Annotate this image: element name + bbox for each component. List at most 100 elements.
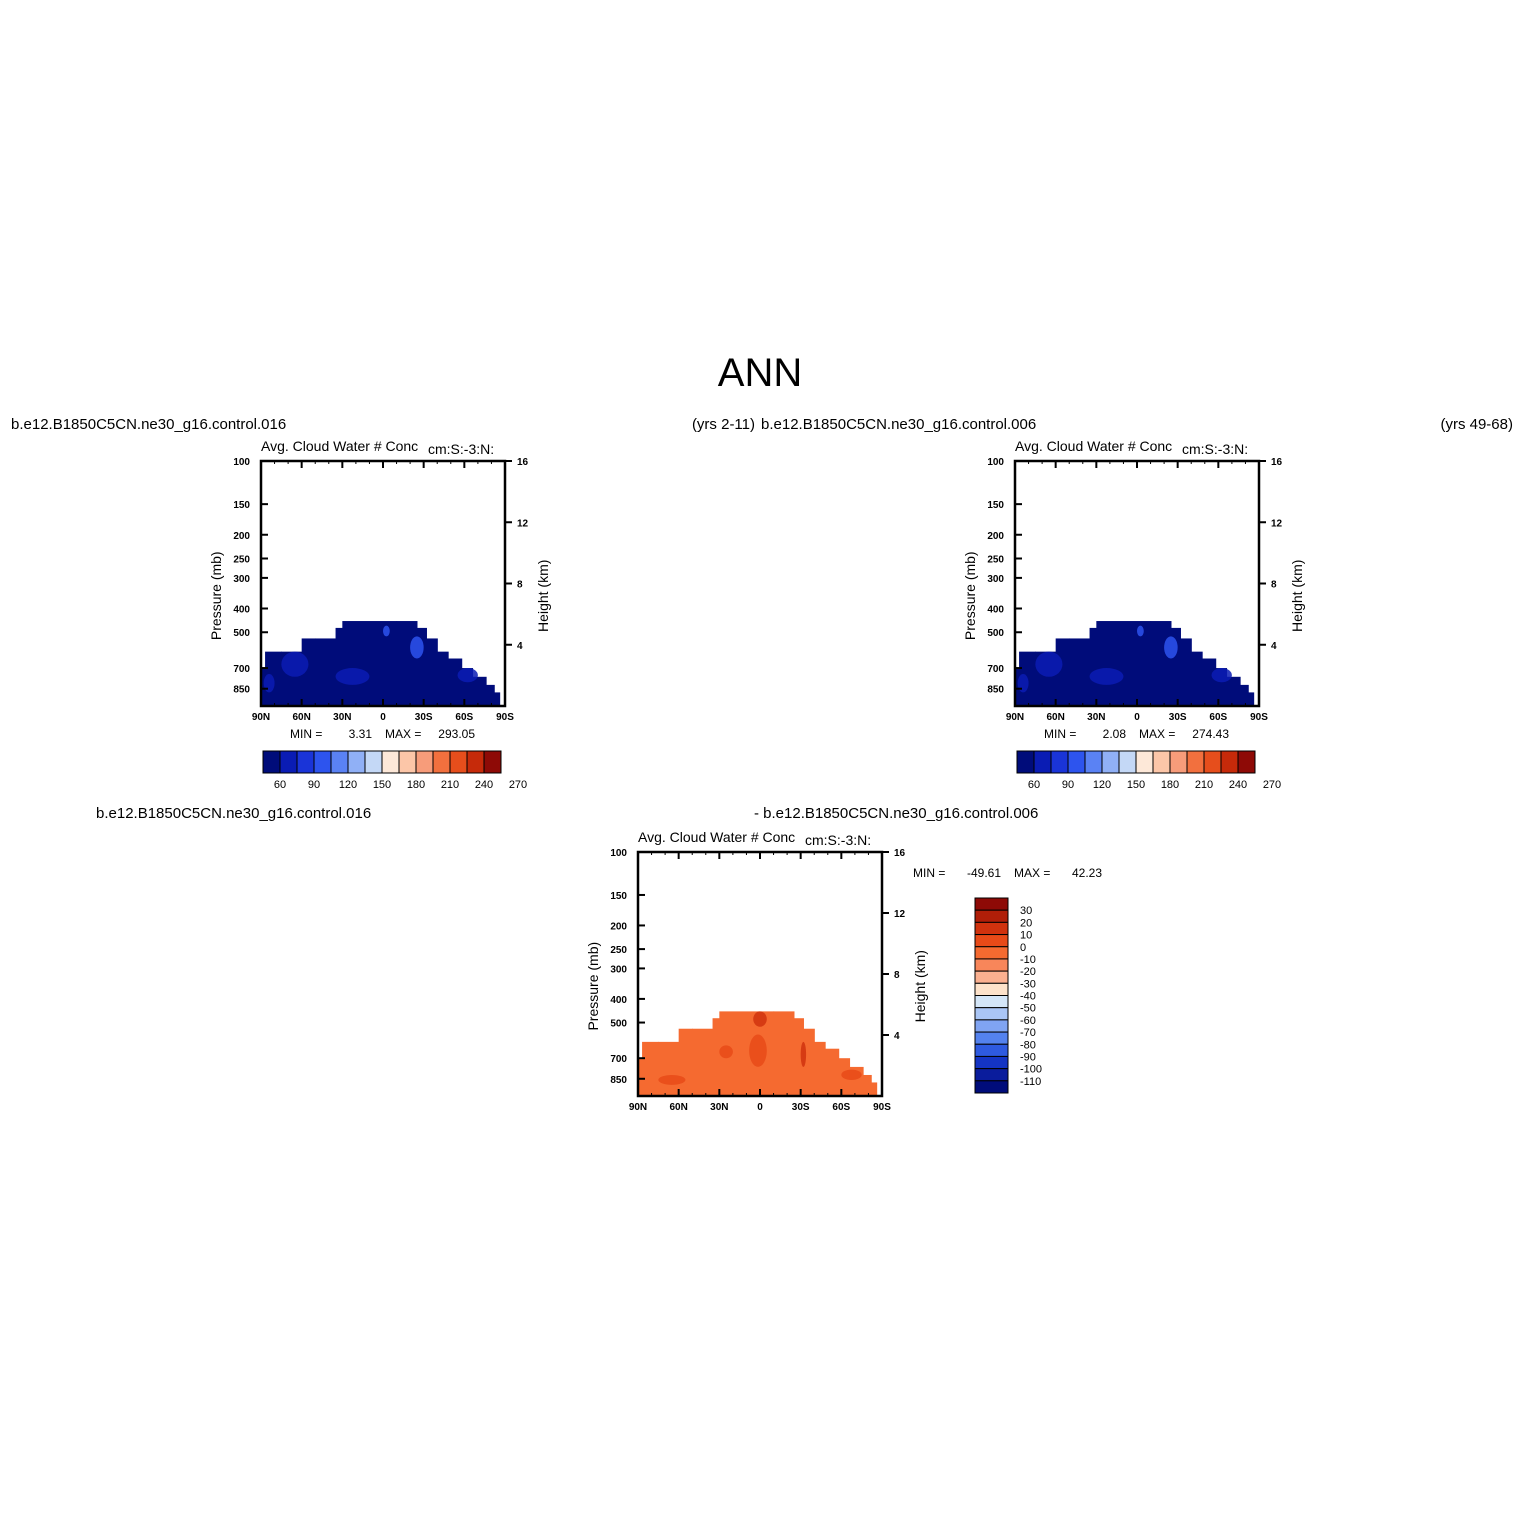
colorbar-label: 210 bbox=[1195, 779, 1213, 791]
y-axis-label: Pressure (mb) bbox=[585, 942, 601, 1031]
y-tick-label: 400 bbox=[610, 995, 627, 1006]
y2-tick-label: 4 bbox=[517, 641, 523, 652]
colorbar-label: -80 bbox=[1020, 1039, 1036, 1051]
colorbar-box bbox=[347, 750, 366, 774]
run-years-top-left: (yrs 2-11) bbox=[692, 416, 755, 433]
run-years-top-right: (yrs 49-68) bbox=[1440, 416, 1513, 433]
colorbar-label: 150 bbox=[1127, 779, 1145, 791]
colorbar-label: 180 bbox=[1161, 779, 1179, 791]
panel-difference: Avg. Cloud Water # Conc cm:S:-3:N: 90N 60N 3… bbox=[585, 829, 1102, 1113]
colorbar-label: 90 bbox=[308, 779, 320, 791]
colorbar-box bbox=[974, 921, 1009, 936]
colorbar-box bbox=[1101, 750, 1120, 774]
colorbar-label: 120 bbox=[1093, 779, 1111, 791]
y-tick-label: 250 bbox=[233, 554, 250, 565]
field-block bbox=[1089, 627, 1097, 706]
field-block bbox=[1069, 638, 1091, 706]
field-block bbox=[448, 658, 463, 706]
colorbar-box bbox=[1033, 750, 1052, 774]
x-tick-label: 90S bbox=[496, 712, 514, 723]
field-block bbox=[261, 668, 266, 706]
x-tick-label: 90N bbox=[629, 1102, 647, 1113]
colorbar-label: 270 bbox=[509, 779, 527, 791]
max-value: 42.23 bbox=[1072, 866, 1102, 880]
y-tick-label: 500 bbox=[610, 1019, 627, 1030]
colorbar-label: 60 bbox=[1028, 779, 1040, 791]
y2-tick-label: 16 bbox=[1271, 457, 1283, 468]
colorbar-box bbox=[1203, 750, 1222, 774]
field-block bbox=[871, 1082, 878, 1096]
field-block bbox=[396, 621, 418, 706]
field-feature bbox=[383, 625, 390, 637]
field-block bbox=[315, 638, 337, 706]
colorbar-box bbox=[1067, 750, 1086, 774]
x-tick-label: 60N bbox=[669, 1102, 687, 1113]
colorbar-box bbox=[415, 750, 434, 774]
y-tick-label: 700 bbox=[610, 1054, 627, 1065]
field-block bbox=[335, 627, 343, 706]
colorbar-box bbox=[483, 750, 502, 774]
run-label-bottom-right: - b.e12.B1850C5CN.ne30_g16.control.006 bbox=[754, 805, 1038, 822]
y2-axis-label: Height (km) bbox=[535, 560, 551, 632]
x-tick-label: 0 bbox=[380, 712, 386, 723]
x-tick-label: 0 bbox=[757, 1102, 763, 1113]
colorbar-box bbox=[262, 750, 281, 774]
colorbar-label: 60 bbox=[274, 779, 286, 791]
field-block bbox=[426, 638, 438, 706]
field-block bbox=[1240, 684, 1249, 706]
colorbar-label: 0 bbox=[1020, 942, 1026, 954]
colorbar-label: -90 bbox=[1020, 1051, 1036, 1063]
field-block bbox=[1248, 692, 1255, 706]
field-block bbox=[1191, 651, 1203, 706]
y-tick-label: 400 bbox=[233, 605, 250, 616]
colorbar-label: 20 bbox=[1020, 917, 1032, 929]
y2-tick-label: 4 bbox=[894, 1031, 900, 1042]
panel-subtitle: cm:S:-3:N: bbox=[1182, 441, 1248, 457]
colorbar-box bbox=[974, 1055, 1009, 1070]
x-tick-label: 30S bbox=[792, 1102, 810, 1113]
y-tick-label: 200 bbox=[233, 531, 250, 542]
field-block bbox=[1170, 627, 1181, 706]
field-block bbox=[803, 1028, 815, 1096]
colorbar-label: 240 bbox=[475, 779, 493, 791]
min-value: 3.31 bbox=[349, 727, 373, 741]
min-label: MIN = bbox=[1044, 727, 1076, 741]
colorbar-label: -40 bbox=[1020, 991, 1036, 1003]
x-tick-label: 60N bbox=[292, 712, 310, 723]
y-tick-label: 150 bbox=[987, 500, 1004, 511]
y-tick-label: 250 bbox=[987, 554, 1004, 565]
x-tick-label: 30N bbox=[333, 712, 351, 723]
panel-title: Avg. Cloud Water # Conc bbox=[261, 438, 418, 454]
field-feature bbox=[1164, 636, 1178, 659]
field-block bbox=[863, 1074, 872, 1096]
min-value: -49.61 bbox=[967, 866, 1001, 880]
y2-tick-label: 16 bbox=[517, 457, 529, 468]
field-feature bbox=[410, 636, 424, 659]
max-value: 293.05 bbox=[438, 727, 475, 741]
field-block bbox=[658, 1041, 680, 1096]
y-tick-label: 200 bbox=[610, 921, 627, 932]
field-block bbox=[486, 684, 495, 706]
colorbar-label: -60 bbox=[1020, 1015, 1036, 1027]
colorbar-label: 150 bbox=[373, 779, 391, 791]
field-block bbox=[494, 692, 501, 706]
field-feature bbox=[749, 1034, 767, 1067]
colorbar-label: -10 bbox=[1020, 954, 1036, 966]
max-value: 274.43 bbox=[1192, 727, 1229, 741]
y-tick-label: 100 bbox=[610, 848, 627, 859]
field-block bbox=[1015, 668, 1020, 706]
colorbar-box bbox=[974, 1019, 1009, 1033]
colorbar-box bbox=[279, 750, 298, 774]
field-feature bbox=[1035, 651, 1063, 677]
field-block bbox=[692, 1028, 714, 1096]
colorbar-box bbox=[974, 1043, 1009, 1057]
field-block bbox=[416, 627, 427, 706]
y-tick-label: 100 bbox=[233, 457, 250, 468]
y-tick-label: 300 bbox=[987, 574, 1004, 585]
y-tick-label: 700 bbox=[987, 664, 1004, 675]
max-label: MAX = bbox=[1139, 727, 1175, 741]
y-tick-label: 150 bbox=[233, 500, 250, 511]
x-tick-label: 30N bbox=[1087, 712, 1105, 723]
field-block bbox=[301, 638, 316, 706]
y-tick-label: 500 bbox=[233, 628, 250, 639]
